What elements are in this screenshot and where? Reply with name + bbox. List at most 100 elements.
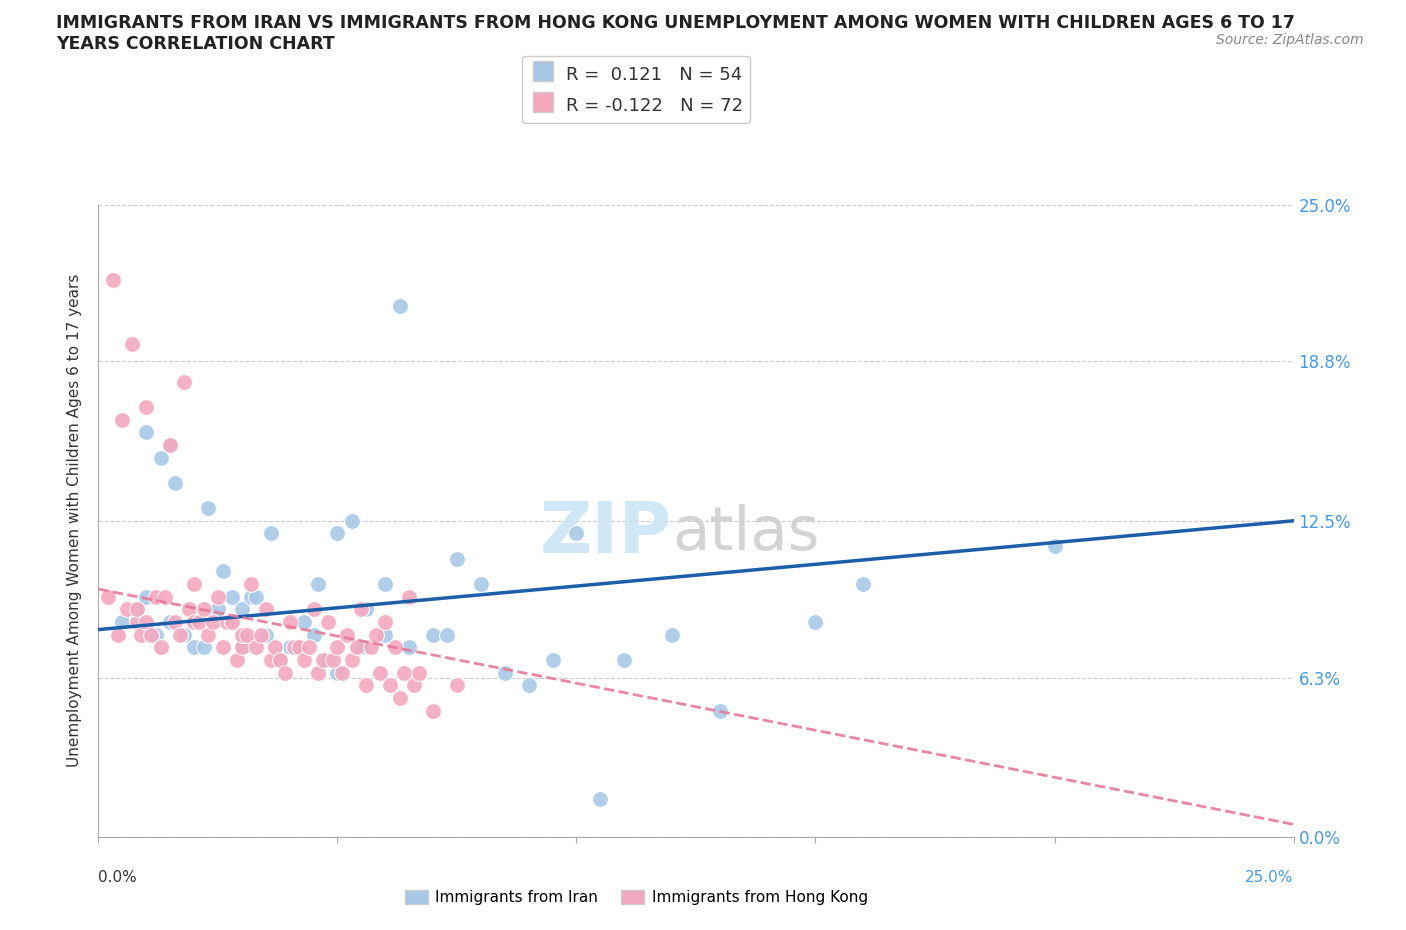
Point xyxy=(709,703,731,718)
Point xyxy=(292,615,315,630)
Point xyxy=(111,412,134,427)
Point xyxy=(183,615,205,630)
Point xyxy=(370,665,392,680)
Point xyxy=(422,627,444,642)
Point xyxy=(269,653,291,668)
Point xyxy=(316,653,339,668)
Point xyxy=(121,337,143,352)
Point xyxy=(245,640,267,655)
Point xyxy=(169,627,191,642)
Point xyxy=(470,577,492,591)
Point xyxy=(221,590,243,604)
Point xyxy=(326,526,349,541)
Point xyxy=(852,577,875,591)
Point xyxy=(145,590,167,604)
Point xyxy=(135,400,157,415)
Point xyxy=(97,590,120,604)
Point xyxy=(330,665,353,680)
Point xyxy=(316,615,339,630)
Point xyxy=(1043,538,1066,553)
Point xyxy=(202,615,225,630)
Point xyxy=(517,678,540,693)
Point xyxy=(394,665,416,680)
Point xyxy=(374,627,396,642)
Point xyxy=(354,602,377,617)
Point xyxy=(346,640,368,655)
Point xyxy=(336,627,359,642)
Point xyxy=(240,577,263,591)
Point xyxy=(254,602,277,617)
Text: ZIP: ZIP xyxy=(540,499,672,568)
Point xyxy=(207,590,229,604)
Point xyxy=(259,526,281,541)
Point xyxy=(307,665,329,680)
Point xyxy=(378,678,401,693)
Point xyxy=(408,665,430,680)
Point xyxy=(101,273,124,288)
Point xyxy=(388,299,411,313)
Point xyxy=(374,577,396,591)
Point xyxy=(183,640,205,655)
Point xyxy=(340,653,363,668)
Point xyxy=(211,640,233,655)
Text: atlas: atlas xyxy=(672,504,820,563)
Point xyxy=(661,627,683,642)
Point xyxy=(135,590,157,604)
Point xyxy=(231,627,253,642)
Point xyxy=(183,615,205,630)
Text: Source: ZipAtlas.com: Source: ZipAtlas.com xyxy=(1216,33,1364,46)
Point xyxy=(149,450,172,465)
Point xyxy=(804,615,827,630)
Point xyxy=(111,615,134,630)
Point xyxy=(436,627,458,642)
Point xyxy=(159,437,181,452)
Point xyxy=(288,640,311,655)
Point xyxy=(388,690,411,705)
Point xyxy=(187,615,209,630)
Point xyxy=(231,602,253,617)
Point xyxy=(283,640,305,655)
Point xyxy=(254,627,277,642)
Point xyxy=(288,640,311,655)
Point xyxy=(307,577,329,591)
Point xyxy=(226,653,249,668)
Point xyxy=(360,640,382,655)
Point xyxy=(207,602,229,617)
Point xyxy=(231,640,253,655)
Point xyxy=(302,627,325,642)
Point xyxy=(264,640,287,655)
Text: IMMIGRANTS FROM IRAN VS IMMIGRANTS FROM HONG KONG UNEMPLOYMENT AMONG WOMEN WITH : IMMIGRANTS FROM IRAN VS IMMIGRANTS FROM … xyxy=(56,14,1295,53)
Point xyxy=(340,513,363,528)
Text: 25.0%: 25.0% xyxy=(1246,870,1294,884)
Point xyxy=(613,653,636,668)
Legend: Immigrants from Iran, Immigrants from Hong Kong: Immigrants from Iran, Immigrants from Ho… xyxy=(398,884,875,911)
Point xyxy=(125,602,148,617)
Point xyxy=(541,653,564,668)
Point xyxy=(107,627,129,642)
Point xyxy=(193,640,215,655)
Point xyxy=(135,615,157,630)
Point xyxy=(163,615,186,630)
Point xyxy=(278,615,301,630)
Point xyxy=(326,665,349,680)
Point xyxy=(292,653,315,668)
Point xyxy=(374,615,396,630)
Point xyxy=(159,437,181,452)
Point xyxy=(155,590,177,604)
Point xyxy=(398,590,420,604)
Point xyxy=(322,653,344,668)
Point xyxy=(231,640,253,655)
Point xyxy=(211,564,233,578)
Point xyxy=(240,590,263,604)
Point xyxy=(179,602,201,617)
Point xyxy=(159,615,181,630)
Point xyxy=(350,640,373,655)
Point xyxy=(135,425,157,440)
Point xyxy=(250,627,273,642)
Point xyxy=(398,640,420,655)
Point xyxy=(269,653,291,668)
Point xyxy=(163,475,186,490)
Point xyxy=(131,627,153,642)
Point xyxy=(446,678,468,693)
Point xyxy=(326,640,349,655)
